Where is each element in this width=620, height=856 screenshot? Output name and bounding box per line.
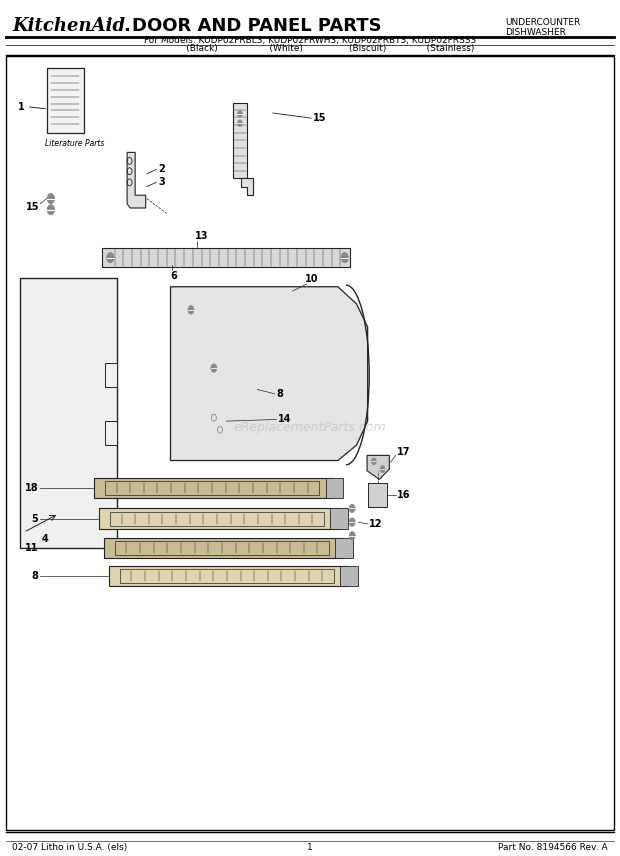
Text: 12: 12 xyxy=(369,519,383,529)
Bar xyxy=(340,566,358,586)
Circle shape xyxy=(237,110,242,117)
Circle shape xyxy=(380,466,385,473)
Bar xyxy=(46,68,84,133)
Polygon shape xyxy=(170,287,368,461)
Bar xyxy=(99,508,338,529)
Bar xyxy=(232,103,247,178)
Circle shape xyxy=(349,504,355,513)
Circle shape xyxy=(188,306,194,314)
Text: 1: 1 xyxy=(307,843,313,852)
Text: 2: 2 xyxy=(158,164,165,175)
Circle shape xyxy=(349,518,355,526)
Circle shape xyxy=(237,120,242,127)
Text: Literature Parts: Literature Parts xyxy=(45,139,105,148)
Text: (Black)                  (White)                (Biscuit)              (Stainles: (Black) (White) (Biscuit) (Stainles xyxy=(146,45,474,53)
Bar xyxy=(330,508,348,529)
Text: 4: 4 xyxy=(42,534,48,544)
Circle shape xyxy=(371,458,376,465)
Text: 15: 15 xyxy=(25,202,39,212)
Circle shape xyxy=(349,532,355,540)
Text: 17: 17 xyxy=(397,447,410,457)
Polygon shape xyxy=(127,152,146,208)
Text: Part No. 8194566 Rev. A: Part No. 8194566 Rev. A xyxy=(498,843,608,852)
Bar xyxy=(368,483,387,507)
Text: 11: 11 xyxy=(25,543,38,553)
Text: 16: 16 xyxy=(397,490,410,500)
Bar xyxy=(120,569,334,583)
Bar xyxy=(105,421,117,445)
Bar xyxy=(20,278,117,548)
Text: 1: 1 xyxy=(19,102,25,112)
Bar xyxy=(326,478,343,498)
Text: 18: 18 xyxy=(25,483,38,493)
Text: 3: 3 xyxy=(158,177,165,187)
Polygon shape xyxy=(367,455,389,479)
Text: 02-07 Litho in U.S.A. (els): 02-07 Litho in U.S.A. (els) xyxy=(12,843,128,852)
Text: 6: 6 xyxy=(170,271,177,282)
Circle shape xyxy=(47,205,55,215)
Text: 8: 8 xyxy=(32,571,38,581)
Circle shape xyxy=(107,253,114,263)
Bar xyxy=(105,481,319,495)
Text: eReplacementParts.com: eReplacementParts.com xyxy=(234,421,386,435)
Bar xyxy=(94,478,333,498)
Text: 13: 13 xyxy=(195,231,209,241)
Text: DOOR AND PANEL PARTS: DOOR AND PANEL PARTS xyxy=(132,16,382,35)
Bar xyxy=(102,248,350,267)
Text: For Models: KUDP02FRBL3, KUDP02FRWH3, KUDP02FRBT3, KUDP02FRSS3: For Models: KUDP02FRBL3, KUDP02FRWH3, KU… xyxy=(144,36,476,45)
Bar xyxy=(115,541,329,555)
Text: 5: 5 xyxy=(32,514,38,524)
Bar xyxy=(110,512,324,526)
Circle shape xyxy=(47,193,55,204)
Text: .: . xyxy=(123,16,130,35)
Text: 14: 14 xyxy=(278,414,291,425)
Polygon shape xyxy=(241,178,253,195)
Bar xyxy=(109,566,348,586)
Text: 8: 8 xyxy=(276,389,283,399)
Circle shape xyxy=(341,253,348,263)
Bar xyxy=(105,363,117,387)
Text: 15: 15 xyxy=(313,113,327,123)
Bar xyxy=(335,538,353,558)
Text: DISHWASHER: DISHWASHER xyxy=(505,28,566,37)
Bar xyxy=(104,538,343,558)
Text: 10: 10 xyxy=(305,274,319,284)
Text: UNDERCOUNTER: UNDERCOUNTER xyxy=(505,18,580,27)
Text: KitchenAid: KitchenAid xyxy=(12,16,125,35)
Circle shape xyxy=(211,364,217,372)
